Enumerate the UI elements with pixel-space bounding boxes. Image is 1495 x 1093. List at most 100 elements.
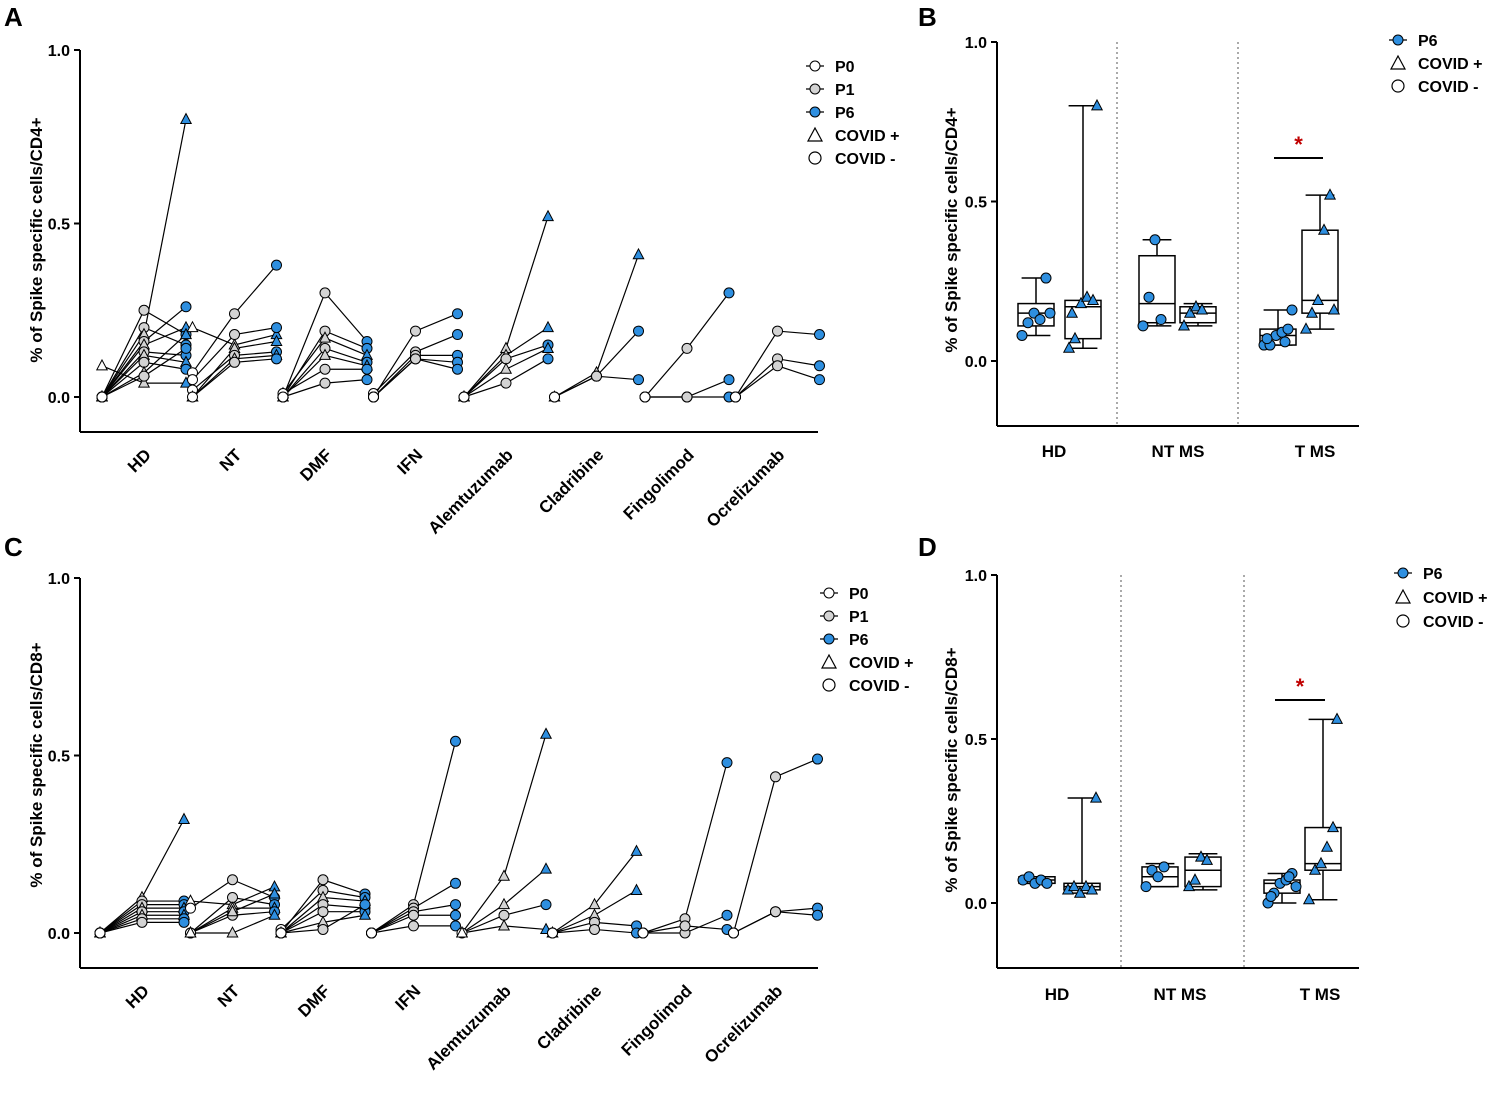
- x-tick-label: HD: [122, 981, 153, 1012]
- legend-marker: [1397, 567, 1409, 579]
- legend-label: COVID +: [835, 128, 899, 145]
- legend: P6 COVID + COVID -: [1394, 566, 1487, 631]
- p6-point: [1079, 879, 1093, 892]
- p6-point: [1044, 307, 1056, 319]
- p0-point: [455, 926, 469, 938]
- box-t-ms-covid-neg: [1258, 304, 1298, 351]
- p1-point: [770, 771, 781, 783]
- p0-point: [368, 391, 379, 403]
- x-tick-label: DMF: [294, 981, 333, 1020]
- p6-point: [1067, 879, 1081, 892]
- p0-point: [458, 391, 470, 403]
- p6-point: [1022, 317, 1034, 329]
- legend-label: P1: [835, 82, 855, 99]
- p1-point: [137, 376, 151, 388]
- p6-point: [1317, 223, 1331, 235]
- p6-point: [361, 374, 373, 386]
- legend-marker: [820, 653, 838, 669]
- x-tick-label: Alemtuzumab: [423, 981, 515, 1073]
- p6-point: [180, 301, 192, 313]
- p6-point: [268, 908, 281, 920]
- p6-point: [1279, 336, 1291, 348]
- panel-label: C: [4, 532, 23, 562]
- p6-point: [1326, 820, 1340, 833]
- group-cladribine: [546, 844, 643, 939]
- p1-point: [226, 926, 239, 938]
- box-t-ms-covid-pos: [1299, 188, 1341, 334]
- p6-point: [1282, 323, 1294, 335]
- p1-point: [497, 897, 511, 910]
- p6-point: [270, 334, 283, 347]
- p6-point: [1265, 890, 1277, 902]
- group-ocrelizumab: [728, 753, 823, 939]
- p0-point: [730, 391, 741, 403]
- p0-point: [728, 927, 739, 939]
- group-dmf: [274, 874, 372, 939]
- legend: P0 P1 P6 COVID + COVID -: [820, 586, 913, 695]
- p0-point: [277, 391, 289, 403]
- x-tick-label: Ocrelizumab: [701, 981, 787, 1067]
- p0-point: [549, 391, 560, 403]
- panel-label: D: [918, 532, 937, 562]
- p0-point: [186, 320, 199, 333]
- y-tick-label: 1.0: [48, 43, 70, 60]
- box-hd-covid-neg: [1016, 272, 1056, 341]
- p6-point: [1188, 873, 1202, 885]
- p1-point: [317, 923, 329, 935]
- p6-point: [541, 209, 555, 222]
- p6-point: [812, 909, 823, 921]
- panel-b: B 0.0 0.5 1.0 % of Spike specific cells/CD4+…: [918, 2, 1482, 461]
- p6-point: [177, 812, 191, 824]
- p1-point: [589, 923, 600, 935]
- p6-point: [1062, 341, 1076, 353]
- x-tick-label: IFN: [394, 445, 427, 478]
- p6-point: [1065, 306, 1079, 318]
- p6-point: [1137, 320, 1149, 332]
- group-hd: [93, 812, 191, 939]
- group-nt: [186, 259, 283, 403]
- p6-point: [1074, 296, 1088, 309]
- x-tick-label: T MS: [1300, 985, 1341, 1004]
- group-ifn: [366, 735, 461, 939]
- y-tick-label: 0.0: [48, 926, 70, 943]
- p1-point: [138, 304, 150, 316]
- p1-point: [591, 370, 602, 382]
- p6-point: [1155, 314, 1167, 326]
- group-fingolimod: [639, 287, 735, 403]
- p6-point: [1311, 293, 1325, 305]
- legend-label: P0: [835, 59, 855, 76]
- y-axis-label: % of Spike specific cells/CD4+: [942, 107, 961, 352]
- p6-point: [450, 899, 461, 911]
- legend-label: COVID +: [1418, 56, 1482, 73]
- y-tick-label: 1.0: [965, 568, 987, 585]
- p1-point: [770, 906, 781, 918]
- p1-point: [229, 356, 240, 368]
- p6-point: [721, 909, 733, 921]
- p1-point: [772, 360, 783, 372]
- p6-point: [1261, 333, 1273, 345]
- p6-point: [1314, 856, 1328, 869]
- y-tick-label: 0.5: [48, 217, 70, 234]
- x-tick-label: Fingolimod: [618, 981, 696, 1059]
- p6-point: [1327, 303, 1341, 315]
- legend: P6 COVID + COVID -: [1389, 33, 1482, 96]
- legend-label: COVID +: [849, 655, 913, 672]
- p1-point: [319, 287, 331, 299]
- box-iqr: [1138, 254, 1176, 324]
- p1-point: [319, 377, 331, 389]
- p6-point: [1320, 840, 1334, 852]
- p6-point: [630, 844, 643, 856]
- p6-point: [1152, 871, 1164, 883]
- p1-point: [138, 370, 150, 382]
- p0-point: [639, 391, 651, 403]
- p1-point: [317, 906, 329, 918]
- y-tick-label: 0.0: [965, 354, 987, 371]
- legend-marker: [1392, 34, 1404, 46]
- p6-point: [540, 899, 552, 911]
- legend-label: COVID -: [1423, 614, 1483, 631]
- p6-point: [1158, 861, 1170, 873]
- group-hd: [95, 112, 193, 403]
- p6-point: [1290, 881, 1302, 893]
- p6-point: [1177, 319, 1191, 331]
